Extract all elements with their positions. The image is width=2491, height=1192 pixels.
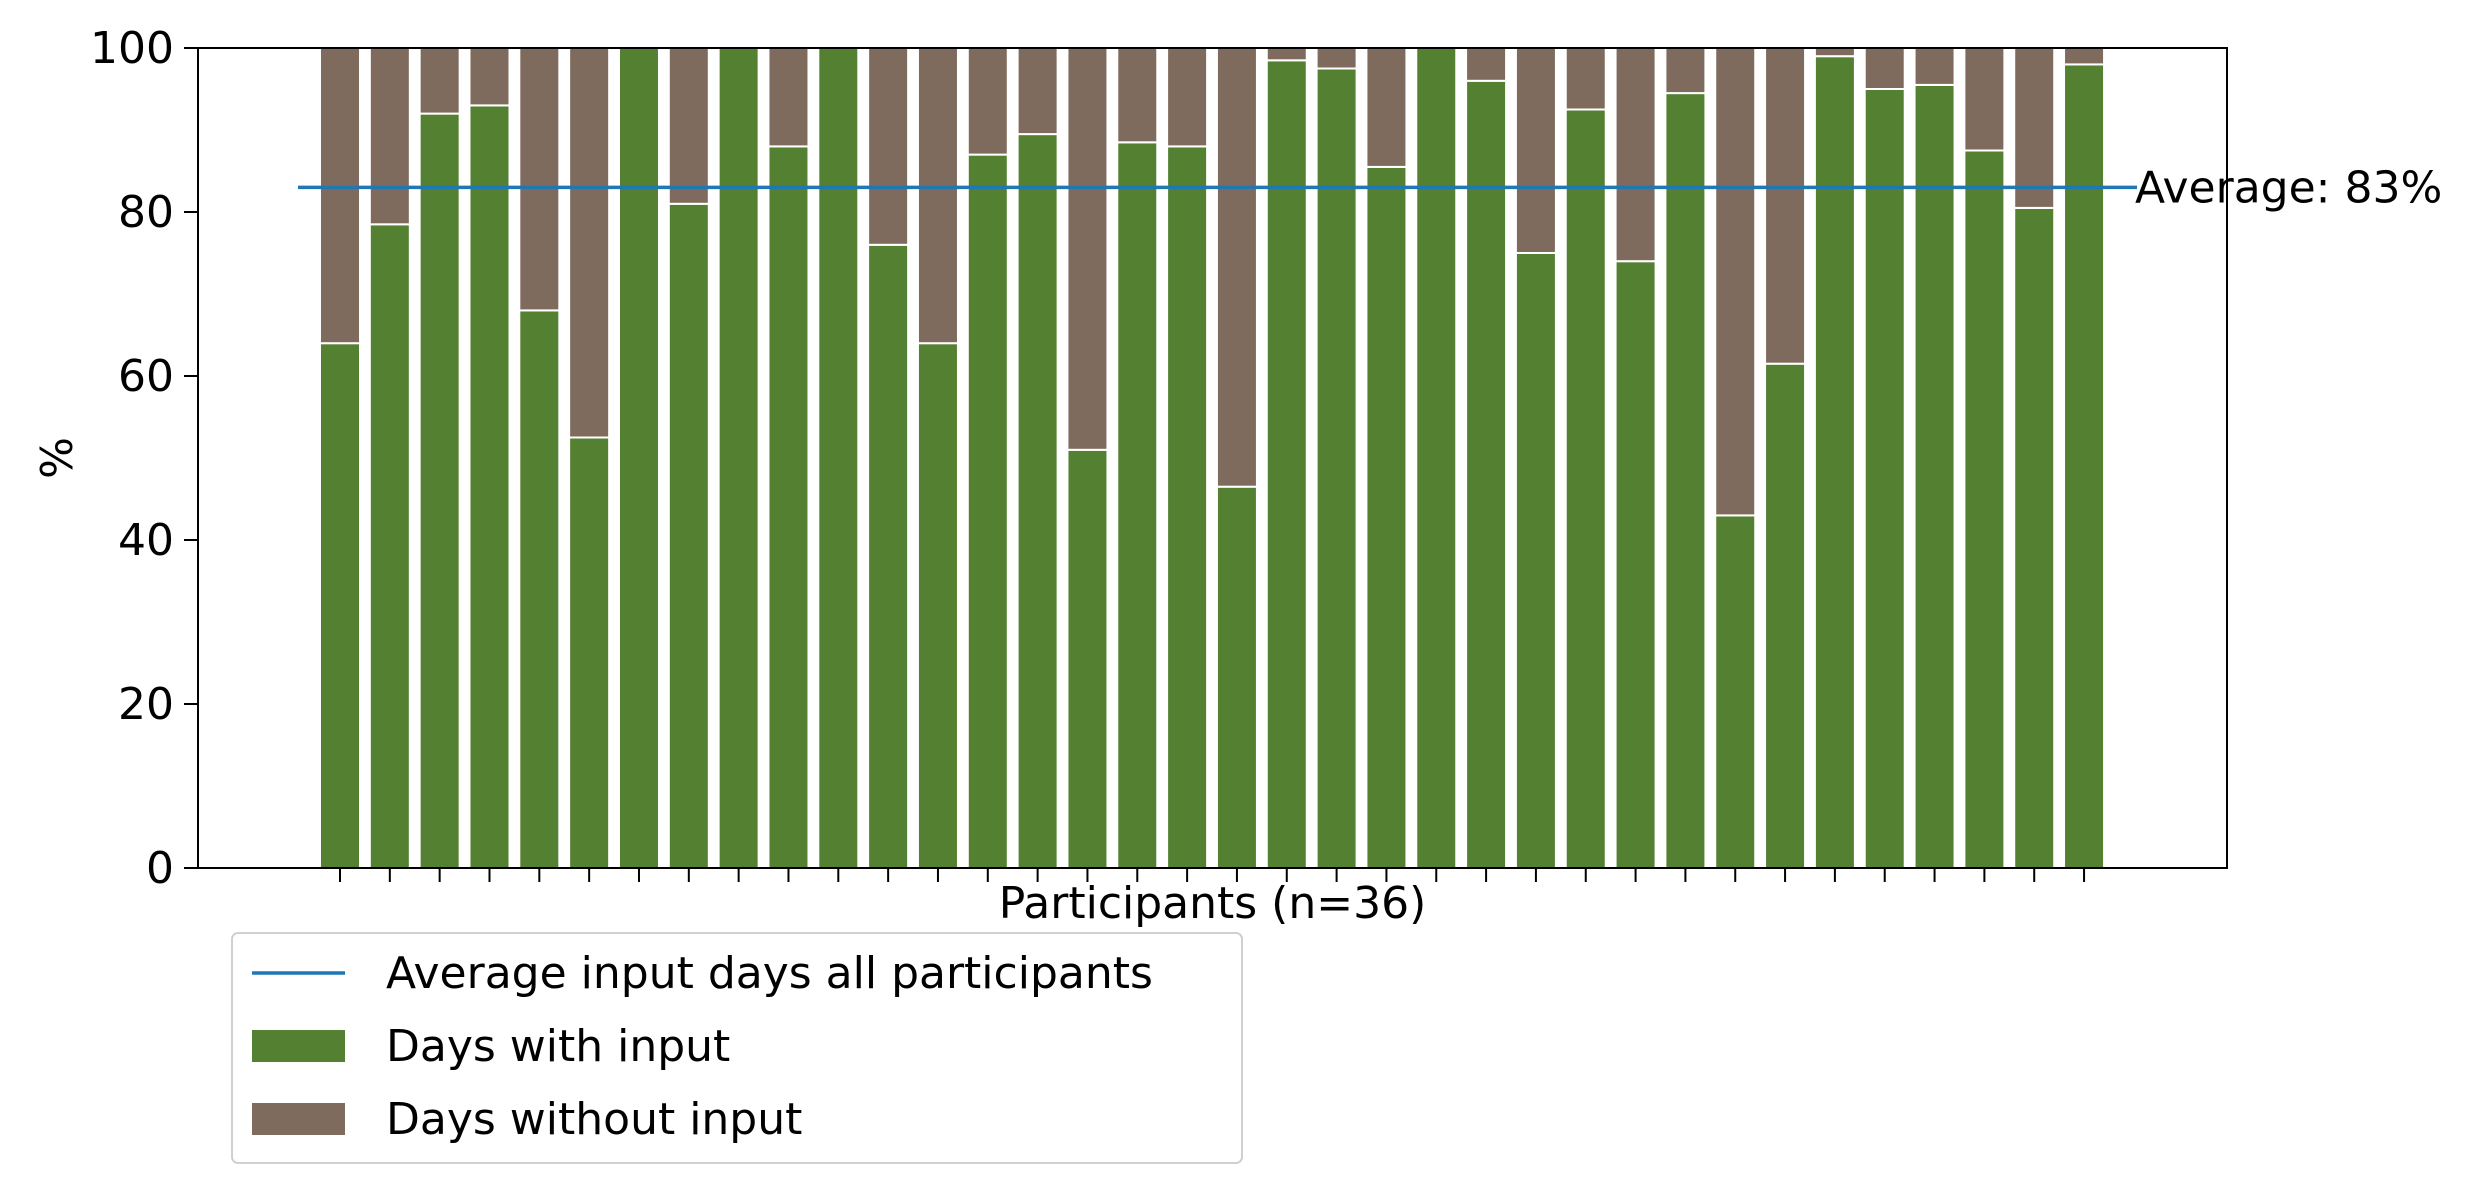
bar-days-without-input [916,47,959,345]
bar-days-without-input [468,47,511,107]
bar-days-with-input [1863,88,1906,869]
y-tick-label: 20 [118,679,174,730]
bar-days-with-input [1166,145,1209,869]
bar-days-with-input [867,243,910,870]
bar-days-with-input [1913,83,1956,869]
bar-days-without-input [568,47,611,439]
bar-days-with-input [767,145,810,869]
bar-days-without-input [1016,47,1059,136]
bar-days-without-input [1913,47,1956,86]
legend-box [231,932,1243,1164]
bar-days-with-input [1764,362,1807,869]
bar-days-with-input [1614,260,1657,869]
bar-days-with-input [1116,141,1159,870]
bar-days-without-input [1365,47,1408,168]
legend-swatch-with-input [252,1030,345,1062]
bar-days-without-input [1166,47,1209,148]
bar-days-with-input [1963,149,2006,869]
bar-days-without-input [1863,47,1906,90]
average-line-group: Average: 83% [298,162,2442,213]
bar-days-with-input [1365,165,1408,869]
bar-days-with-input [2063,63,2106,869]
bar-days-without-input [2063,47,2106,66]
bar-days-without-input [418,47,461,115]
bar-days-without-input [767,47,810,148]
bar-days-without-input [1714,47,1757,517]
legend-label-without-input: Days without input [386,1094,802,1145]
y-tick-label: 0 [146,843,174,894]
y-tick-label: 100 [90,23,174,74]
bar-days-without-input [667,47,710,205]
bar-days-with-input [817,47,860,869]
y-tick-label: 80 [118,187,174,238]
bar-days-without-input [518,47,561,312]
bar-days-without-input [867,47,910,246]
bar-days-without-input [1564,47,1607,111]
bar-days-with-input [1514,252,1557,869]
y-tick-label: 60 [118,351,174,402]
bar-days-with-input [2013,206,2056,869]
y-tick-label: 40 [118,515,174,566]
legend-entry-without-input: Days without input [252,1094,802,1145]
bar-days-without-input [1066,47,1109,451]
bar-days-with-input [1315,67,1358,869]
bar-days-without-input [368,47,411,226]
bar-days-with-input [368,223,411,870]
bar-days-with-input [1465,79,1508,870]
bar-days-with-input [717,47,760,869]
legend-entry-with-input: Days with input [252,1021,730,1072]
bar-days-with-input [418,112,461,870]
bar-days-without-input [966,47,1009,156]
bar-days-without-input [1465,47,1508,82]
bar-days-with-input [1813,55,1856,869]
bar-days-with-input [617,47,660,869]
x-axis-label: Participants (n=36) [999,878,1427,929]
bar-days-without-input [1315,47,1358,70]
bar-days-with-input [916,342,959,869]
bar-days-without-input [1813,47,1856,58]
bar-days-without-input [1215,47,1258,488]
bar-days-without-input [1116,47,1159,144]
legend-label-with-input: Days with input [386,1021,730,1072]
bar-days-with-input [468,104,511,869]
bar-days-without-input [1764,47,1807,365]
bar-days-with-input [1714,514,1757,870]
bar-days-without-input [1614,47,1657,263]
bar-days-with-input [518,309,561,869]
bar-days-with-input [319,342,361,869]
bar-days-with-input [1066,448,1109,869]
bar-days-with-input [1215,485,1258,869]
bar-days-with-input [1016,133,1059,870]
bar-days-with-input [966,153,1009,870]
bar-days-with-input [1415,47,1458,869]
bar-days-with-input [667,202,710,870]
x-axis [339,868,2086,882]
legend-swatch-without-input [252,1103,345,1135]
bar-days-with-input [1265,59,1308,870]
y-axis-label: % [32,437,83,479]
average-annotation: Average: 83% [2135,162,2442,213]
plot-frame [197,47,2228,869]
bar-days-without-input [1514,47,1557,254]
bar-days-with-input [568,436,611,869]
bar-days-with-input [1664,92,1707,870]
bars-group [319,47,2106,870]
legend-entry-average: Average input days all participants [252,948,1153,999]
legend-label-average: Average input days all participants [386,948,1153,999]
bar-days-without-input [1664,47,1707,95]
bar-days-without-input [319,47,361,345]
bar-days-without-input [1963,47,2006,152]
bar-days-without-input [2013,47,2056,209]
legend: Average input days all participants Days… [231,932,1243,1164]
bar-days-with-input [1564,108,1607,869]
bar-days-without-input [1265,47,1308,62]
y-axis: 0 20 40 60 80 100 [90,23,198,894]
